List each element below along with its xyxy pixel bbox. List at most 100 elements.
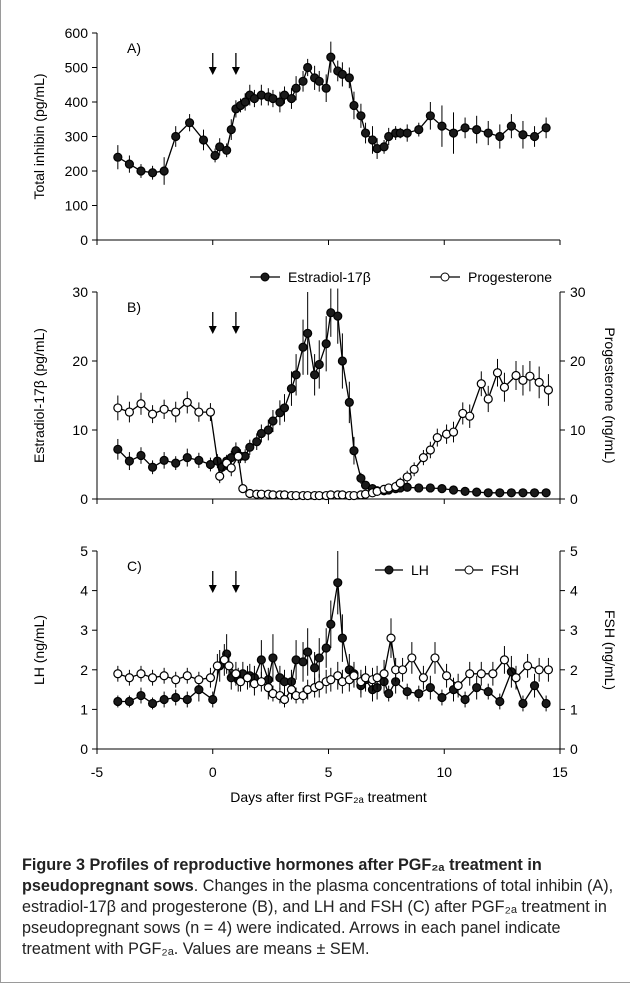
series-point: [291, 83, 301, 93]
progesterone-point: [159, 404, 169, 414]
fsh-point: [326, 675, 336, 685]
lh-point: [495, 696, 505, 707]
estradiol-17-point: [286, 384, 297, 394]
panel-c-ytick-label: 0: [80, 741, 88, 757]
caption-title: Figure 3 Profiles of reproductive hormon…: [22, 856, 542, 895]
fsh-point: [476, 669, 486, 679]
panel-c-ytick-label-right: 2: [570, 662, 578, 678]
progesterone-point: [418, 453, 429, 463]
fsh-point: [286, 684, 297, 695]
progesterone-point: [171, 407, 181, 417]
legend-label: Progesterone: [468, 269, 552, 285]
xtick-label: 5: [325, 764, 333, 780]
estradiol-17-point: [425, 483, 435, 493]
series-point: [367, 135, 378, 145]
lh-line: [117, 582, 547, 705]
progesterone-point: [124, 407, 135, 417]
estradiol-17-point: [113, 444, 123, 454]
series-point: [541, 123, 551, 133]
progesterone-point: [525, 371, 535, 381]
estradiol-17-point: [321, 339, 331, 349]
panel-c-ytick-label: 1: [80, 701, 88, 717]
progesterone-point: [182, 397, 192, 407]
fsh-point: [314, 681, 324, 691]
panel-a-label: A): [127, 40, 141, 56]
series-point: [356, 111, 366, 121]
series-point: [159, 166, 169, 176]
fsh-point: [465, 669, 475, 679]
lh-point: [314, 653, 324, 663]
series-point: [495, 131, 505, 142]
progesterone-point: [136, 399, 146, 409]
progesterone-point: [465, 411, 475, 421]
estradiol-17-point: [291, 370, 301, 380]
panel-b-ytick-label-right: 30: [570, 284, 586, 300]
progesterone-point: [226, 463, 236, 473]
fsh-point: [488, 669, 498, 679]
series-point: [314, 76, 324, 86]
estradiol-17-point: [495, 488, 505, 498]
progesterone-line: [117, 371, 549, 497]
series-point: [483, 128, 493, 138]
fsh-point: [279, 694, 290, 705]
estradiol-17-point: [356, 473, 366, 483]
series-point: [379, 142, 389, 152]
panel-c-ytick-label: 3: [80, 622, 88, 638]
lh-point: [384, 688, 394, 699]
estradiol-17-point: [483, 488, 493, 498]
fsh-point: [205, 673, 216, 683]
panel-b-ytick-label: 20: [72, 353, 88, 369]
lh-point: [321, 643, 331, 653]
lh-point: [182, 694, 192, 705]
fsh-point: [147, 673, 158, 683]
estradiol-17-point: [506, 488, 516, 498]
panel-b-ytick-label-right: 20: [570, 353, 586, 369]
series-point: [226, 125, 236, 135]
x-axis-title: Days after first PGF₂ₐ treatment: [230, 789, 427, 805]
legend-marker: [384, 565, 394, 575]
fsh-point: [136, 669, 146, 679]
fsh-point: [113, 669, 123, 679]
panel-c-ytick-label-right: 4: [570, 583, 578, 599]
progesterone-point: [113, 403, 123, 413]
lh-point: [268, 653, 278, 663]
fsh-point: [386, 633, 396, 643]
treatment-arrow-head: [231, 585, 240, 593]
lh-point: [414, 688, 424, 699]
progesterone-point: [476, 379, 486, 389]
estradiol-17-point: [279, 403, 290, 413]
estradiol-17-point: [182, 453, 192, 463]
panel-b-label: B): [127, 299, 141, 315]
estradiol-17-point: [529, 488, 540, 498]
lh-point: [437, 692, 447, 703]
fsh-point: [219, 655, 229, 665]
fsh-point: [379, 669, 389, 679]
panel-b-ytick-label: 10: [72, 422, 88, 438]
lh-point: [472, 683, 482, 693]
fsh-point: [231, 669, 241, 679]
panel-a-ytick-label: 500: [65, 60, 89, 76]
progesterone-point: [518, 375, 528, 385]
progesterone-point: [402, 472, 412, 482]
legend-label: LH: [411, 562, 429, 578]
progesterone-point: [395, 478, 405, 488]
fsh-point: [182, 671, 192, 681]
panel-b-ytick-label-right: 0: [570, 491, 578, 507]
estradiol-17-point: [124, 456, 135, 466]
estradiol-17-point: [337, 356, 347, 366]
panel-c-ylabel-right: FSH (ng/mL): [602, 610, 618, 690]
series-point: [136, 166, 146, 176]
estradiol-17-point: [310, 370, 320, 380]
lh-point: [113, 696, 123, 707]
panel-a-ytick-label: 300: [65, 129, 89, 145]
fsh-point: [194, 675, 204, 685]
estradiol-17-point: [414, 483, 424, 493]
series-point: [286, 93, 297, 104]
lh-point: [298, 657, 308, 667]
lh-point: [256, 655, 266, 665]
series-point: [321, 83, 331, 93]
panel-c-ytick-label: 5: [80, 543, 88, 559]
fsh-point: [242, 673, 253, 683]
